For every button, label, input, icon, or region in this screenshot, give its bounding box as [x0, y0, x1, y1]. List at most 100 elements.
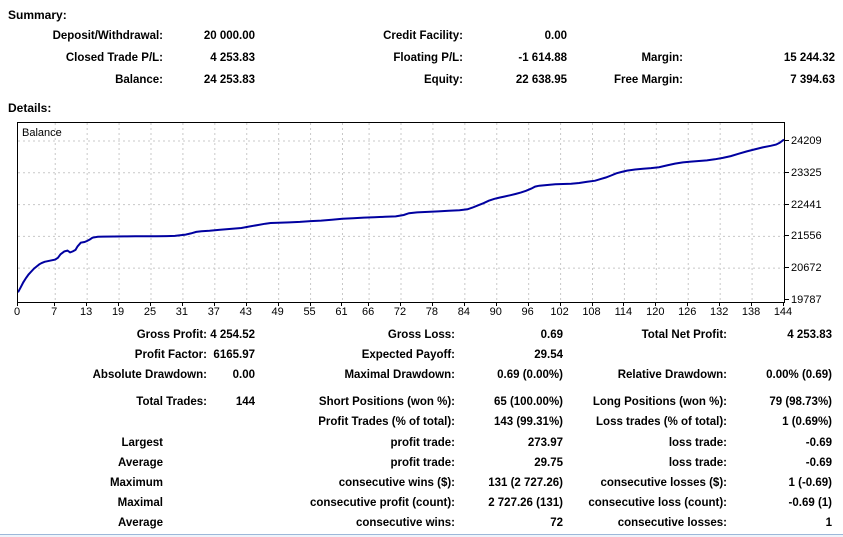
x-axis-tick — [213, 303, 215, 306]
x-axis-tick — [118, 303, 120, 306]
summary-value: 15 244.32 — [783, 52, 835, 64]
summary-label: Equity: — [424, 74, 463, 86]
y-axis-label: 22441 — [791, 198, 822, 211]
stats-label: loss trade: — [668, 437, 727, 449]
x-axis-label: 37 — [207, 306, 220, 318]
x-axis-label: 126 — [678, 306, 697, 318]
x-axis-tick — [341, 303, 343, 306]
stats-label: consecutive wins ($): — [338, 477, 455, 489]
summary-label: Deposit/Withdrawal: — [52, 30, 163, 42]
stats-label: consecutive wins: — [355, 517, 455, 529]
x-axis-label: 61 — [335, 306, 348, 318]
x-axis-tick — [181, 303, 183, 306]
stats-label: Loss trades (% of total): — [596, 416, 727, 428]
x-axis-tick — [527, 303, 529, 306]
x-axis-label: 55 — [303, 306, 316, 318]
stats-value: 1 (0.69%) — [782, 416, 832, 428]
x-axis-tick — [431, 303, 433, 306]
y-axis-label: 19787 — [791, 294, 822, 306]
summary-label: Closed Trade P/L: — [65, 52, 163, 64]
x-axis-tick — [495, 303, 497, 306]
stats-label: consecutive losses: — [617, 517, 727, 529]
x-axis-tick — [623, 303, 625, 306]
stats-label: Total Trades: — [136, 396, 207, 408]
x-axis-tick — [463, 303, 465, 306]
x-axis-label: 132 — [709, 306, 729, 318]
y-axis-tick — [785, 267, 789, 269]
x-axis-tick — [687, 303, 689, 306]
stats-value: -0.69 — [805, 437, 832, 449]
x-axis-label: 31 — [175, 306, 189, 318]
x-axis-label: 49 — [271, 306, 284, 318]
stats-value: 29.75 — [534, 457, 563, 469]
balance-chart-svg: Balance — [17, 123, 785, 300]
x-axis-tick — [86, 303, 88, 306]
stats-label: Expected Payoff: — [361, 349, 455, 361]
x-axis-tick — [751, 303, 753, 306]
x-axis-label: 7 — [51, 306, 58, 318]
x-axis-tick — [245, 303, 247, 306]
x-axis-tick — [54, 303, 56, 306]
stats-label: Absolute Drawdown: — [92, 369, 207, 381]
x-axis-label: 90 — [489, 306, 502, 318]
stats-label: consecutive loss (count): — [588, 497, 727, 509]
balance-chart: Balance — [17, 122, 785, 303]
y-axis-tick — [785, 171, 789, 173]
x-axis-label: 96 — [521, 306, 534, 318]
summary-label: Balance: — [115, 74, 163, 86]
x-axis-tick — [783, 303, 784, 306]
x-axis-label: 0 — [13, 306, 21, 318]
chart-series-label: Balance — [22, 127, 62, 139]
summary-value: 22 638.95 — [515, 74, 567, 86]
stats-value: 0.69 (0.00%) — [497, 369, 563, 381]
summary-heading: Summary: — [8, 8, 67, 22]
x-axis-label: 13 — [80, 306, 93, 318]
x-axis-tick — [309, 303, 311, 306]
stats-label: Gross Loss: — [387, 329, 455, 341]
stats-label: Largest — [121, 437, 163, 449]
balance-line — [17, 138, 785, 293]
stats-label: Maximum — [109, 477, 163, 489]
x-axis-tick — [277, 303, 279, 306]
stats-value: 143 (99.31%) — [493, 416, 563, 428]
bottom-divider — [0, 534, 843, 535]
stats-label: Maximal Drawdown: — [344, 369, 455, 381]
y-axis-tick — [785, 299, 789, 300]
y-axis-tick — [785, 203, 789, 205]
stats-label: Average — [118, 457, 163, 469]
stats-value: 72 — [550, 517, 563, 529]
stats-label: loss trade: — [668, 457, 727, 469]
stats-label: Relative Drawdown: — [617, 369, 727, 381]
x-axis-tick — [655, 303, 657, 306]
x-axis-tick — [719, 303, 721, 306]
stats-value: -0.69 (1) — [788, 497, 832, 509]
x-axis-tick — [17, 303, 18, 306]
x-axis-label: 78 — [425, 306, 439, 318]
x-axis-tick — [400, 303, 401, 306]
y-axis-tick — [785, 140, 789, 141]
summary-label: Margin: — [641, 52, 683, 64]
x-axis-label: 84 — [457, 306, 470, 318]
y-axis-label: 21556 — [791, 230, 822, 243]
stats-value: 1 (-0.69) — [788, 477, 832, 489]
stats-value: 6165.97 — [213, 349, 255, 361]
x-axis-label: 19 — [111, 306, 125, 318]
stats-value: 144 — [235, 396, 255, 408]
stats-value: 0.00 — [232, 369, 255, 381]
stats-value: 79 (98.73%) — [769, 396, 832, 408]
stats-label: consecutive profit (count): — [309, 497, 455, 509]
x-axis-label: 25 — [143, 306, 157, 318]
summary-value: 20 000.00 — [203, 30, 255, 42]
stats-label: profit trade: — [390, 457, 455, 469]
stats-label: Maximal — [117, 497, 163, 509]
stats-label: Total Net Profit: — [641, 329, 727, 341]
stats-label: profit trade: — [390, 437, 455, 449]
y-axis-label: 20672 — [791, 262, 822, 275]
stats-value: 4 253.83 — [787, 329, 832, 341]
x-axis-label: 144 — [773, 306, 793, 318]
y-axis-tick — [785, 235, 789, 237]
stats-value: 273.97 — [527, 437, 563, 449]
x-axis-tick — [559, 303, 561, 306]
stats-label: Short Positions (won %): — [318, 396, 455, 408]
stats-value: 29.54 — [534, 349, 563, 361]
